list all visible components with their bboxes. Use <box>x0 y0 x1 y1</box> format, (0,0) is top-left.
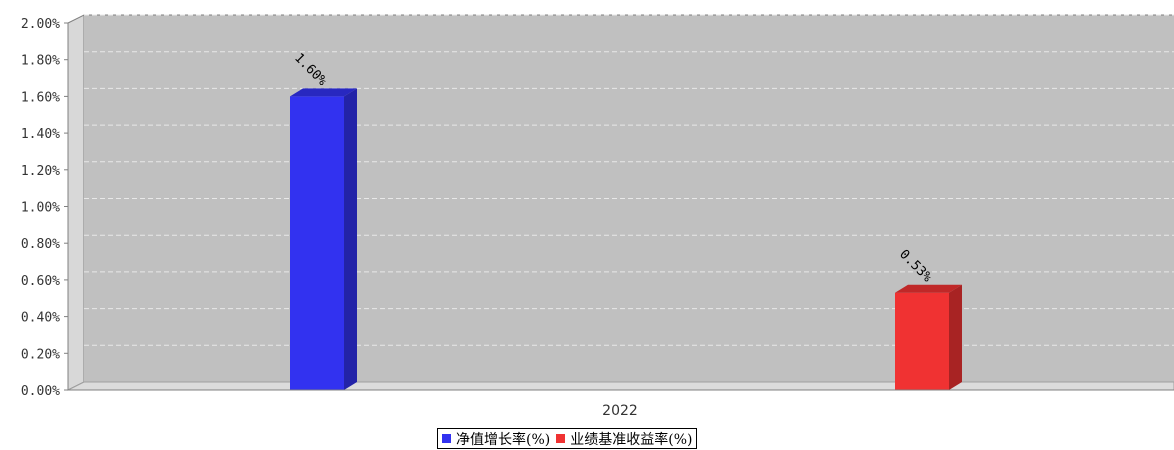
y-tick-label: 0.40% <box>21 311 60 326</box>
y-tick-label: 1.40% <box>21 127 60 142</box>
y-tick-label: 0.60% <box>21 274 60 289</box>
y-tick-label: 2.00% <box>21 17 60 32</box>
bar-chart: 0.00% 0.20% 0.40% 0.60% 0.80% 1.00% 1.20% 1.40%… <box>21 14 1174 419</box>
y-tick-label: 0.80% <box>21 237 60 252</box>
legend: 净值增长率(%) 业绩基准收益率(%) <box>437 428 698 449</box>
plot-left-wall <box>67 14 85 391</box>
legend-swatch-blue <box>442 434 451 443</box>
legend-item-nav-growth: 净值增长率(%) <box>442 429 550 449</box>
gridlines <box>84 14 1174 346</box>
y-tick-label: 0.00% <box>21 384 60 399</box>
y-tick-label: 1.80% <box>21 54 60 69</box>
legend-label-nav-growth: 净值增长率(%) <box>456 431 551 448</box>
y-tick-label: 1.20% <box>21 164 60 179</box>
bar-nav-growth <box>290 88 357 391</box>
plot-area <box>67 14 1174 391</box>
y-tick-label: 1.60% <box>21 90 60 105</box>
legend-swatch-red <box>556 434 566 443</box>
bar-benchmark <box>895 284 962 390</box>
x-tick-label: 2022 <box>602 403 638 419</box>
x-axis: 2022 <box>68 389 1174 419</box>
y-tick-label: 1.00% <box>21 201 60 216</box>
plot-floor <box>67 381 1174 391</box>
legend-label-benchmark: 业绩基准收益率(%) <box>570 431 693 448</box>
y-tick-label: 0.20% <box>21 347 60 362</box>
y-axis: 0.00% 0.20% 0.40% 0.60% 0.80% 1.00% 1.20% 1.40%… <box>21 17 69 399</box>
legend-item-benchmark: 业绩基准收益率(%) <box>556 429 692 449</box>
